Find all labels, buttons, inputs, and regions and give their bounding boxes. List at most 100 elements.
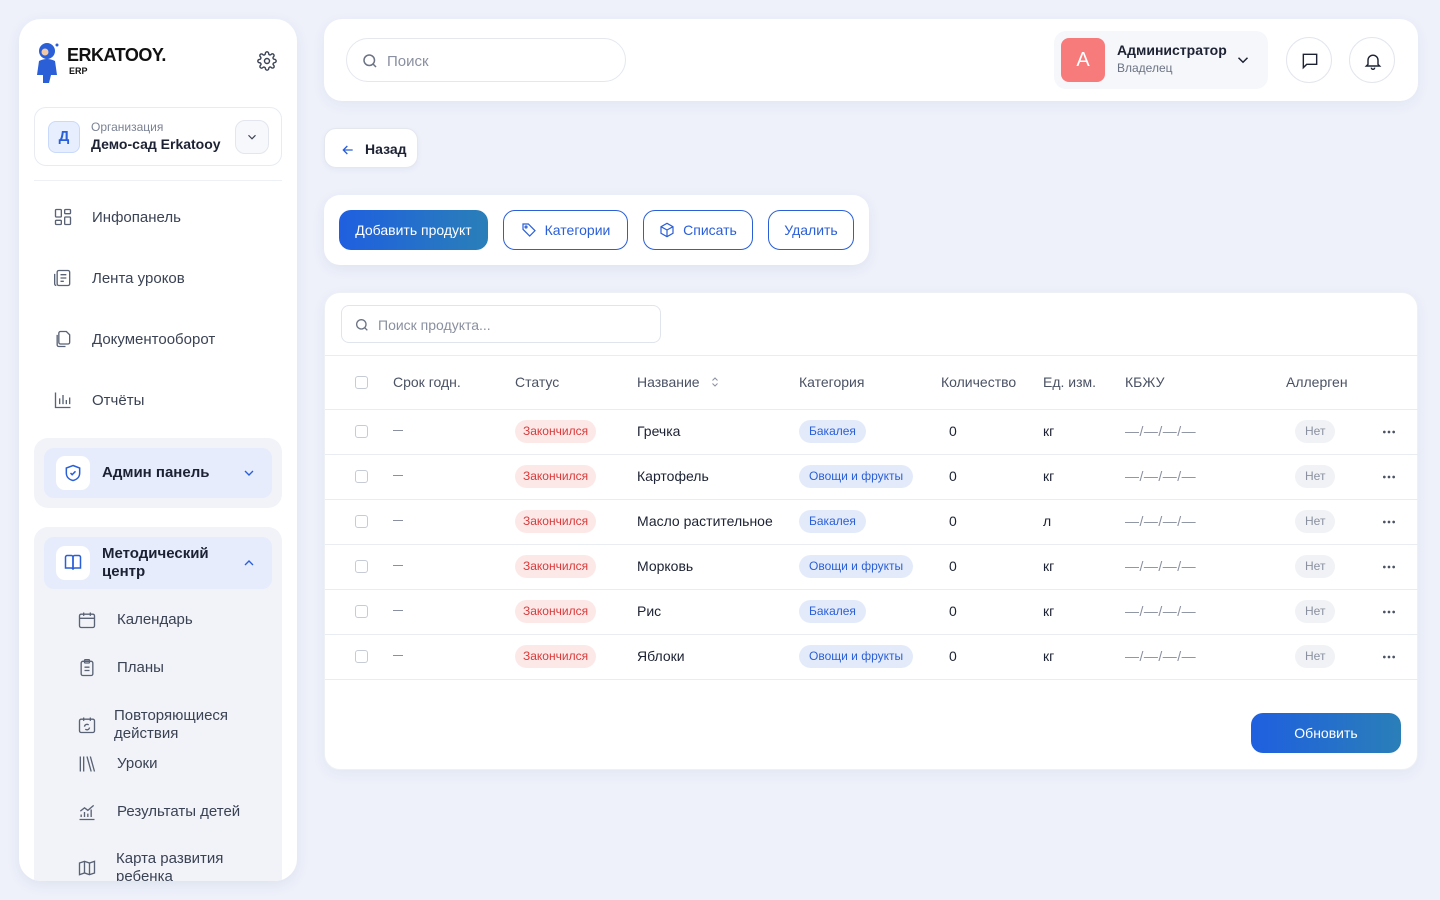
delete-button[interactable]: Удалить [768, 210, 854, 250]
sidebar-item-lessons[interactable]: Уроки [77, 754, 157, 774]
organization-selector[interactable]: Д Организация Демо-сад Erkatooy [34, 107, 282, 166]
more-icon[interactable] [1381, 469, 1397, 485]
calendar-icon [78, 612, 96, 629]
product-name: Гречка [637, 423, 681, 439]
table-row[interactable]: Закончился Гречка Бакалея 0 кг —/—/—/— Н… [325, 409, 1419, 454]
more-icon[interactable] [1381, 559, 1397, 575]
table-row[interactable]: Закончился Масло растительное Бакалея 0 … [325, 499, 1419, 544]
logo[interactable]: ERKATOOY. ERP [33, 39, 173, 101]
more-icon[interactable] [1381, 424, 1397, 440]
sidebar-item-lessons-feed[interactable]: Лента уроков [53, 266, 185, 290]
expiry-value [393, 520, 403, 521]
divider [325, 499, 1419, 500]
search-input[interactable] [387, 49, 607, 73]
sidebar-item-reports[interactable]: Отчёты [53, 388, 144, 412]
map-icon [78, 860, 96, 876]
column-quantity[interactable]: Количество [941, 374, 1017, 390]
row-checkbox[interactable] [355, 470, 368, 483]
status-badge: Закончился [515, 420, 597, 443]
column-expiry[interactable]: Срок годн. [393, 374, 461, 390]
sidebar-item-label: Документооборот [92, 330, 216, 348]
global-search[interactable] [346, 38, 626, 82]
title-line-1: Методический [102, 545, 209, 562]
row-checkbox[interactable] [355, 515, 368, 528]
sidebar-item-label: Уроки [117, 755, 158, 772]
product-name: Морковь [637, 558, 694, 574]
expiry-value [393, 430, 403, 431]
sidebar-item-recurring-actions[interactable]: Повторяющиеся действия [77, 707, 228, 743]
column-kbju[interactable]: КБЖУ [1125, 374, 1165, 390]
table-row[interactable]: Закончился Морковь Овощи и фрукты 0 кг —… [325, 544, 1419, 589]
chevron-up-icon [244, 560, 254, 566]
divider [325, 634, 1419, 635]
writeoff-button[interactable]: Списать [643, 210, 753, 250]
shield-icon [56, 456, 90, 490]
sidebar-item-calendar[interactable]: Календарь [77, 610, 193, 630]
expiry-value [393, 565, 403, 566]
sidebar-item-label: Повторяющиеся действия [114, 707, 228, 743]
sidebar-item-children-results[interactable]: Результаты детей [77, 802, 240, 822]
product-search-input[interactable] [378, 314, 648, 336]
methodical-center-toggle[interactable]: Методический центр [44, 537, 272, 589]
divider [325, 544, 1419, 545]
library-icon [79, 756, 96, 772]
kbju-value: —/—/—/— [1125, 513, 1197, 529]
logo-text: ERKATOOY. [67, 45, 166, 65]
sidebar-item-label: Результаты детей [117, 803, 241, 820]
message-icon [1302, 53, 1318, 70]
column-unit[interactable]: Ед. изм. [1043, 374, 1097, 390]
label-line-2: ребенка [116, 868, 173, 881]
notifications-button[interactable] [1349, 37, 1395, 83]
column-category[interactable]: Категория [799, 374, 865, 390]
kbju-value: —/—/—/— [1125, 558, 1197, 574]
table-row[interactable]: Закончился Картофель Овощи и фрукты 0 кг… [325, 454, 1419, 499]
row-checkbox[interactable] [355, 560, 368, 573]
back-button[interactable]: Назад [324, 128, 418, 168]
table-row[interactable]: Закончился Рис Бакалея 0 кг —/—/—/— Нет [325, 589, 1419, 634]
column-allergen[interactable]: Аллерген [1286, 374, 1348, 390]
more-icon[interactable] [1381, 649, 1397, 665]
categories-button[interactable]: Категории [503, 210, 628, 250]
row-checkbox[interactable] [355, 605, 368, 618]
unit-value: кг [1043, 558, 1055, 574]
more-icon[interactable] [1381, 604, 1397, 620]
divider [325, 454, 1419, 455]
sidebar-item-plans[interactable]: Планы [77, 658, 164, 678]
unit-value: кг [1043, 423, 1055, 439]
book-icon [56, 546, 90, 580]
quantity-value: 0 [949, 423, 957, 439]
status-badge: Закончился [515, 510, 597, 533]
top-bar: A Администратор Владелец [324, 19, 1418, 101]
writeoff-label: Списать [683, 222, 737, 238]
product-search[interactable] [341, 305, 661, 343]
expiry-value [393, 475, 403, 476]
tag-icon [522, 223, 536, 237]
product-name: Картофель [637, 468, 709, 484]
column-status[interactable]: Статус [515, 374, 560, 390]
divider [325, 589, 1419, 590]
select-all-checkbox[interactable] [355, 376, 368, 389]
column-name[interactable]: Название [637, 374, 721, 390]
quantity-value: 0 [949, 468, 957, 484]
sidebar-item-development-map[interactable]: Карта развития ребенка [77, 850, 223, 881]
box-icon [660, 222, 674, 238]
more-icon[interactable] [1381, 514, 1397, 530]
search-icon [363, 54, 377, 68]
messages-button[interactable] [1286, 37, 1332, 83]
org-dropdown-button[interactable] [235, 120, 269, 154]
status-badge: Закончился [515, 645, 597, 668]
kbju-value: —/—/—/— [1125, 648, 1197, 664]
add-product-button[interactable]: Добавить продукт [339, 210, 488, 250]
row-checkbox[interactable] [355, 425, 368, 438]
row-checkbox[interactable] [355, 650, 368, 663]
gear-icon[interactable] [257, 51, 277, 71]
quantity-value: 0 [949, 648, 957, 664]
refresh-button[interactable]: Обновить [1251, 713, 1401, 753]
sidebar-item-documents[interactable]: Документооборот [53, 327, 215, 351]
table-row[interactable]: Закончился Яблоки Овощи и фрукты 0 кг —/… [325, 634, 1419, 679]
user-menu[interactable]: A Администратор Владелец [1054, 31, 1268, 89]
divider [325, 409, 1419, 410]
admin-panel-toggle[interactable]: Админ панель [44, 448, 272, 498]
sidebar-item-label: Карта развития ребенка [116, 850, 223, 881]
sidebar-item-infopanel[interactable]: Инфопанель [53, 205, 181, 229]
